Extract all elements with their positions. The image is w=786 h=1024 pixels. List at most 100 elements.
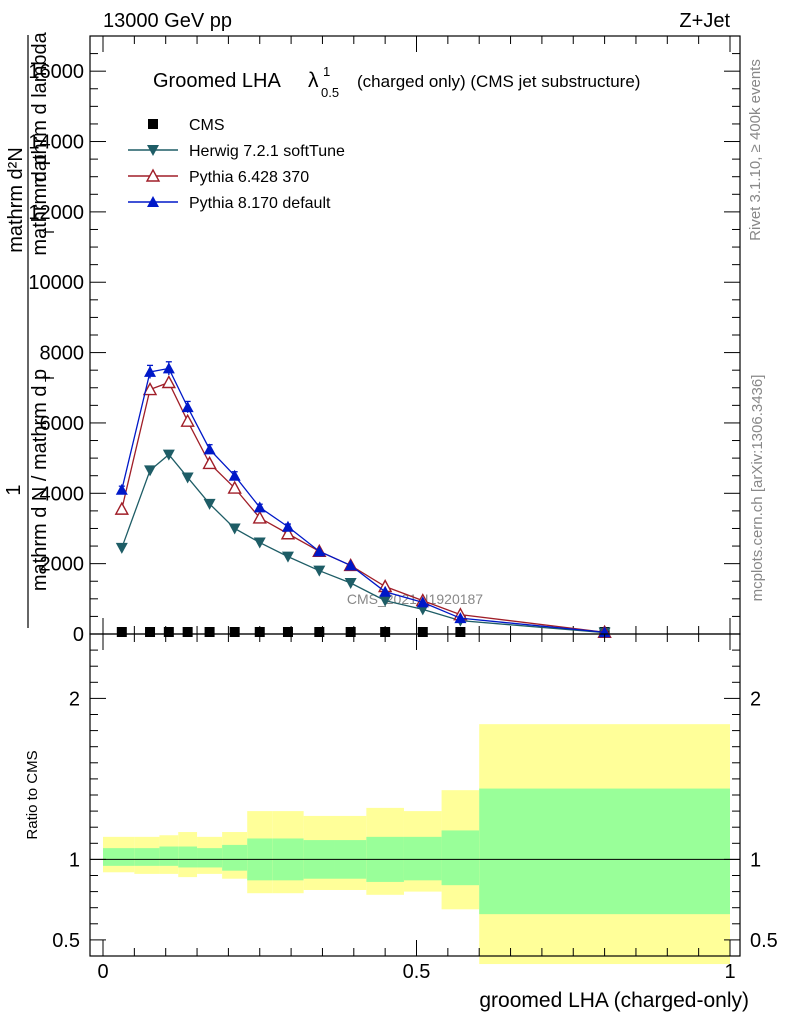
legend-label: CMS	[189, 117, 225, 134]
process-label: Z+Jet	[679, 10, 730, 32]
ratio-y-tick-label-right: 1	[750, 849, 761, 871]
data-point	[281, 520, 294, 532]
main-y-tick-label: 0	[73, 624, 84, 646]
main-axis-ticks	[90, 35, 740, 635]
data-point	[228, 469, 241, 481]
data-point	[416, 596, 429, 608]
ratio-green-band	[222, 844, 248, 871]
data-point	[203, 443, 216, 455]
ratio-green-band	[134, 848, 160, 866]
series-line	[121, 367, 605, 633]
ratio-green-band	[197, 848, 223, 868]
data-point	[253, 537, 266, 549]
data-point	[229, 627, 240, 637]
data-point	[344, 577, 357, 589]
data-point	[228, 523, 241, 535]
data-point	[314, 627, 325, 637]
ylabel-numerator-2-tail: mathrm d lambda	[29, 31, 51, 187]
main-y-tick-label: 8000	[40, 343, 85, 365]
data-point	[161, 375, 177, 389]
plot-title-sup: 1	[323, 64, 330, 79]
data-point	[114, 501, 129, 515]
ratio-green-band	[159, 846, 179, 866]
legend-marker	[147, 145, 159, 156]
x-tick-labels: 0 0.5 1	[97, 961, 735, 983]
mcplots-label: mcplots.cern.ch [arXiv:1306.3436]	[749, 375, 766, 602]
data-point	[313, 565, 326, 577]
series-herwig-7-2-1-softtune	[115, 449, 611, 639]
legend-marker	[147, 196, 159, 207]
main-y-tick-label: 12000	[28, 202, 84, 224]
x-axis-label: groomed LHA (charged-only)	[479, 989, 749, 1012]
data-point	[162, 362, 175, 374]
x-tick-label: 0.5	[403, 961, 431, 983]
ratio-y-tick-labels: 0.5 0.5 1 1 2 2	[52, 688, 778, 952]
plot-title-sub: 0.5	[321, 85, 339, 100]
series-layer	[114, 361, 612, 639]
energy-label: 13000 GeV pp	[103, 10, 232, 32]
data-point	[253, 501, 266, 513]
ratio-y-tick-label-left: 0.5	[52, 930, 80, 952]
ratio-green-band	[403, 836, 442, 881]
data-point	[144, 465, 157, 477]
data-point	[281, 551, 294, 563]
data-point	[455, 627, 466, 637]
data-point	[454, 612, 467, 624]
data-point	[181, 472, 194, 484]
legend: CMS Herwig 7.2.1 softTune Pythia 6.428 370…	[128, 117, 345, 212]
ratio-y-tick-label-right: 2	[750, 688, 761, 710]
legend-label: Herwig 7.2.1 softTune	[189, 143, 345, 160]
data-point	[345, 627, 356, 637]
series-cms	[116, 627, 610, 637]
data-point	[282, 627, 293, 637]
main-y-tick-label: 4000	[40, 483, 85, 505]
data-point	[181, 401, 194, 413]
data-point	[344, 559, 357, 571]
data-point	[182, 627, 193, 637]
legend-label: Pythia 6.428 370	[189, 169, 309, 186]
ylabel-denominator-sub: T	[42, 374, 57, 382]
ratio-y-tick-label-left: 1	[69, 849, 80, 871]
main-y-tick-labels: 0 2000 4000 6000 8000 10000 12000 14000 16000	[28, 61, 84, 646]
data-point	[252, 510, 267, 524]
ylabel-denominator: mathrm d N / mathrm d p	[29, 369, 51, 591]
plot-title: Groomed LHA λ 1 0.5 (charged only) (CMS …	[153, 64, 640, 100]
data-point	[142, 382, 158, 396]
series-pythia-8-170-default	[115, 361, 611, 638]
data-point	[313, 545, 326, 557]
watermark: CMS_2021_I1920187	[347, 591, 483, 607]
data-point	[227, 480, 242, 494]
ratio-bands	[103, 724, 730, 965]
data-point	[203, 498, 216, 510]
ratio-axis-ticks	[90, 634, 740, 956]
series-line	[121, 381, 605, 633]
main-y-tick-label: 2000	[40, 554, 85, 576]
ratio-green-band	[479, 788, 730, 915]
ratio-y-tick-label-right: 0.5	[750, 930, 778, 952]
data-point	[116, 627, 127, 637]
main-y-tick-label: 16000	[28, 61, 84, 83]
legend-marker	[148, 119, 158, 129]
data-point	[280, 526, 296, 540]
main-y-label: 1 mathrm d²N mathrm d p T mathrm d lambd…	[3, 31, 57, 628]
ratio-green-band	[103, 848, 135, 866]
ylabel-numerator: mathrm d²N	[5, 147, 27, 253]
main-y-tick-label: 10000	[28, 272, 84, 294]
data-point	[202, 455, 217, 470]
data-point	[115, 483, 128, 495]
data-point	[417, 627, 428, 637]
data-point	[204, 627, 215, 637]
main-plot-frame	[89, 35, 741, 635]
data-point	[379, 595, 392, 607]
x-tick-label: 1	[724, 961, 735, 983]
rivet-label: Rivet 3.1.10, ≥ 400k events	[747, 59, 764, 241]
main-y-tick-label: 6000	[40, 413, 85, 435]
data-point	[380, 627, 391, 637]
legend-marker	[145, 168, 161, 182]
series-line	[121, 453, 605, 634]
plot-title-main: Groomed LHA	[153, 70, 281, 92]
data-point	[145, 627, 156, 637]
data-point	[162, 449, 175, 461]
main-y-tick-label: 14000	[28, 132, 84, 154]
